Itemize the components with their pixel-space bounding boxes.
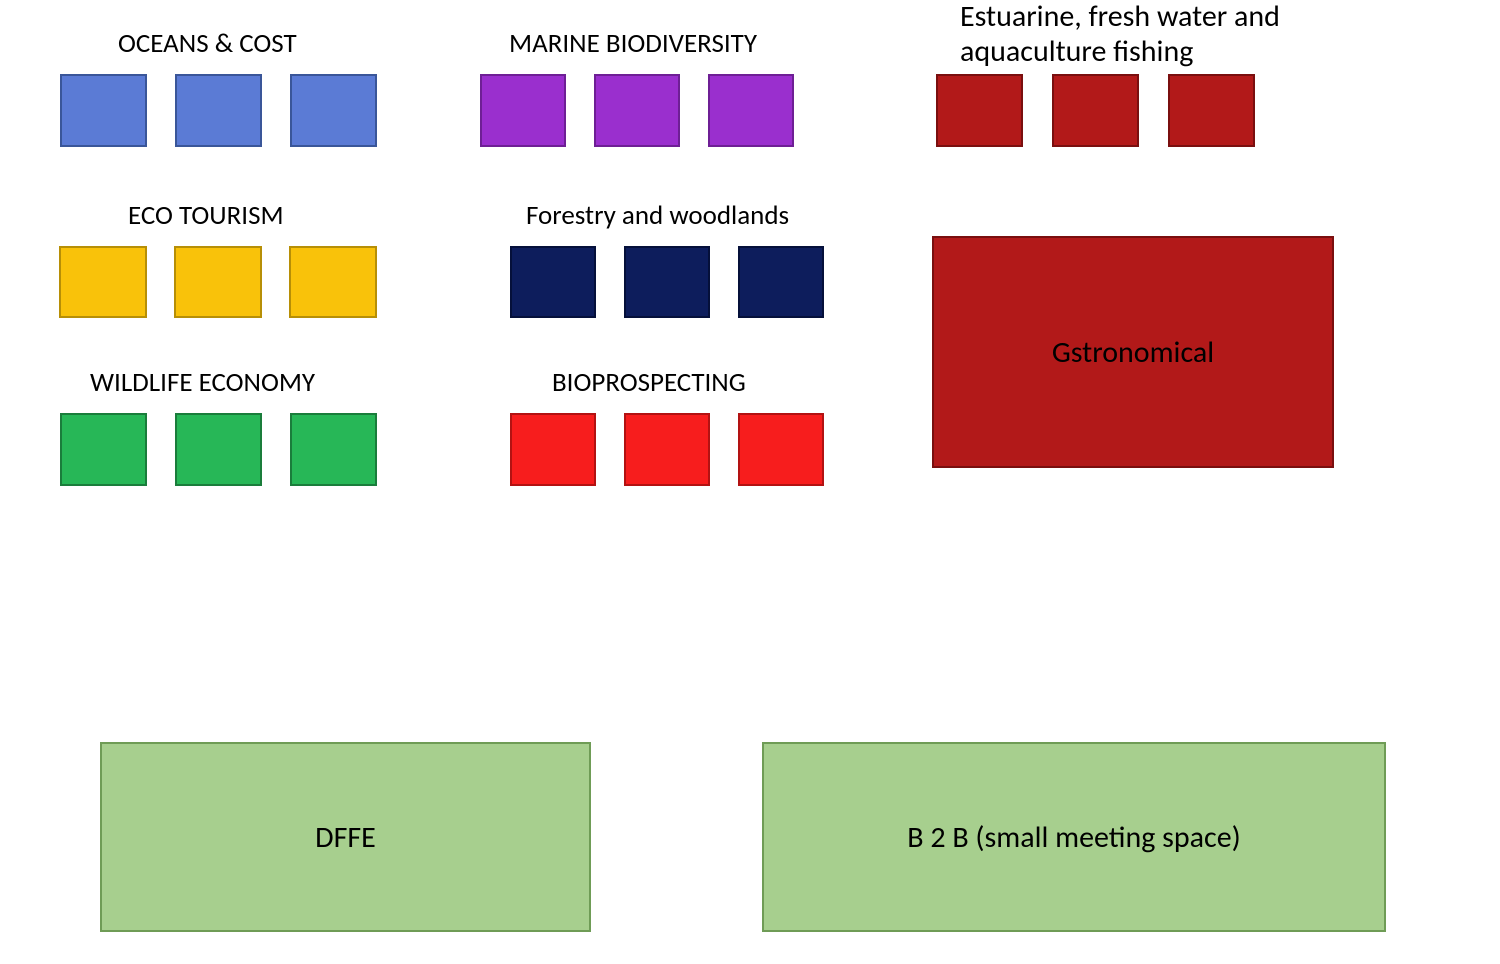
wildlife-label: WILDLIFE ECONOMY — [90, 367, 315, 398]
oceans-box-0 — [60, 74, 147, 147]
bio-label: BIOPROSPECTING — [552, 367, 746, 398]
marine-label: MARINE BIODIVERSITY — [509, 28, 757, 59]
estuarine-box-0 — [936, 74, 1023, 147]
forestry-box-1 — [624, 246, 710, 318]
eco-box-2 — [289, 246, 377, 318]
b2b-label: B 2 B (small meeting space) — [907, 819, 1241, 856]
dffe-box: DFFE — [100, 742, 591, 932]
forestry-box-2 — [738, 246, 824, 318]
dffe-label: DFFE — [315, 819, 376, 856]
estuarine-box-2 — [1168, 74, 1255, 147]
bio-box-0 — [510, 413, 596, 486]
eco-box-1 — [174, 246, 262, 318]
eco-label: ECO TOURISM — [128, 200, 284, 231]
gastronomical-box: Gstronomical — [932, 236, 1334, 468]
b2b-box: B 2 B (small meeting space) — [762, 742, 1386, 932]
estuarine-box-1 — [1052, 74, 1139, 147]
wildlife-box-0 — [60, 413, 147, 486]
oceans-box-1 — [175, 74, 262, 147]
wildlife-box-2 — [290, 413, 377, 486]
eco-box-0 — [59, 246, 147, 318]
bio-box-2 — [738, 413, 824, 486]
marine-box-0 — [480, 74, 566, 147]
oceans-box-2 — [290, 74, 377, 147]
oceans-label: OCEANS & COST — [118, 28, 297, 59]
forestry-box-0 — [510, 246, 596, 318]
bio-box-1 — [624, 413, 710, 486]
marine-box-1 — [594, 74, 680, 147]
diagram-root: OCEANS & COST MARINE BIODIVERSITY Estuarin… — [0, 0, 1500, 964]
wildlife-box-1 — [175, 413, 262, 486]
gastronomical-label: Gstronomical — [1052, 334, 1214, 371]
marine-box-2 — [708, 74, 794, 147]
forestry-label: Forestry and woodlands — [526, 200, 789, 231]
estuarine-label: Estuarine, fresh water and aquaculture f… — [960, 0, 1280, 69]
